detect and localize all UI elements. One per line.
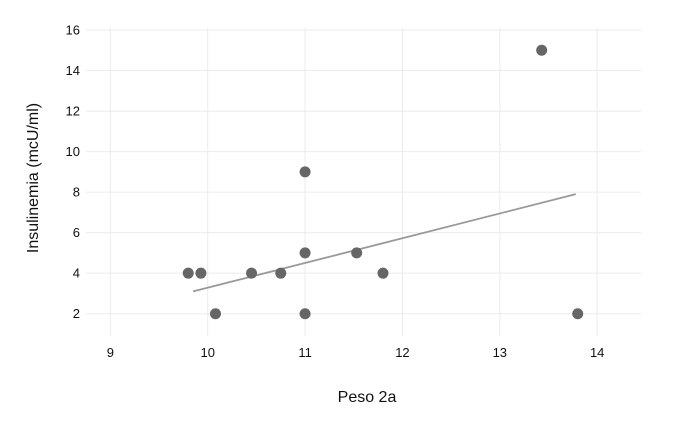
data-point	[182, 267, 194, 279]
trend-line-group	[192, 193, 576, 293]
y-tick-label: 8	[73, 185, 80, 200]
x-tick-label: 12	[395, 345, 409, 360]
data-point	[351, 247, 363, 259]
x-tick-label: 13	[493, 345, 507, 360]
y-tick-label: 16	[66, 23, 80, 38]
x-tick-label: 9	[107, 345, 114, 360]
x-tick-label: 10	[200, 345, 214, 360]
y-tick-label: 2	[73, 306, 80, 321]
data-point	[377, 267, 389, 279]
x-tick-labels: 9 10 11 12 13 14	[107, 345, 605, 360]
data-point	[275, 267, 287, 279]
trend-line	[192, 193, 576, 293]
data-point	[299, 308, 311, 320]
data-point	[299, 247, 311, 259]
data-points	[182, 44, 584, 320]
x-tick-label: 14	[590, 345, 604, 360]
y-tick-label: 12	[66, 104, 80, 119]
data-point	[299, 166, 311, 178]
y-tick-labels: 2 4 6 8 10 12 14 16	[66, 23, 80, 322]
grid	[86, 28, 641, 336]
y-tick-label: 4	[73, 266, 80, 281]
y-axis-title: Insulinemia (mcU/ml)	[25, 103, 42, 253]
data-point	[536, 44, 548, 56]
data-point	[195, 267, 207, 279]
data-point	[572, 308, 584, 320]
data-point	[246, 267, 258, 279]
y-tick-label: 10	[66, 144, 80, 159]
x-tick-label: 11	[298, 345, 312, 360]
x-axis-title: Peso 2a	[338, 389, 397, 406]
y-tick-label: 14	[66, 63, 80, 78]
data-point	[210, 308, 221, 320]
y-tick-label: 6	[73, 225, 80, 240]
